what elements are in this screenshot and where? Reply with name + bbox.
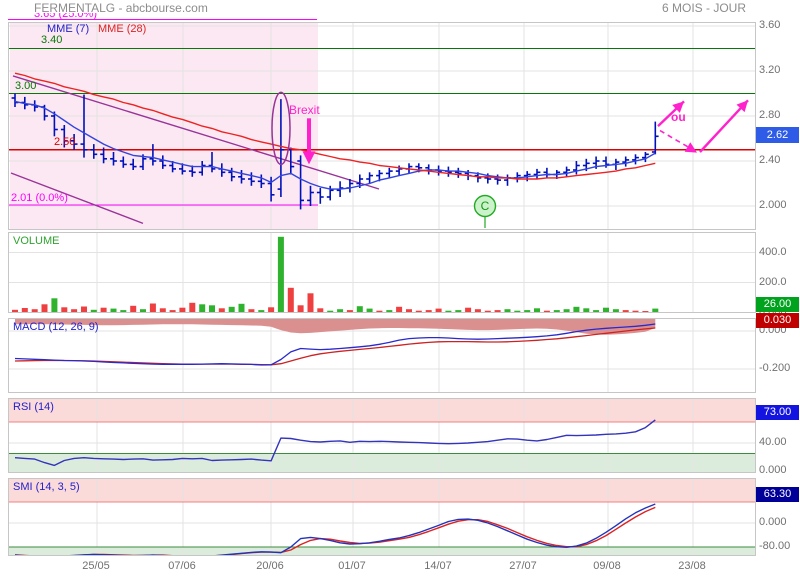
legend-mme7: MME (7): [47, 23, 90, 35]
last-price-box: 2.62: [756, 127, 799, 143]
volume-panel[interactable]: VOLUME: [8, 232, 756, 313]
date-label: 07/06: [168, 560, 196, 572]
price-axis-tick: 2.80: [759, 109, 781, 121]
price-axis-tick: 3.60: [759, 19, 781, 31]
level-label-3-00: 3.00: [15, 80, 37, 92]
smi-panel[interactable]: SMI (14, 3, 5): [8, 478, 756, 556]
volume-panel-title: VOLUME: [13, 235, 60, 247]
date-label: 23/08: [678, 560, 706, 572]
rsi-panel[interactable]: RSI (14): [8, 398, 756, 473]
price-axis-tick: 2.40: [759, 154, 781, 166]
rsi-axis-tick: 0.000: [759, 464, 787, 476]
volume-chart-canvas[interactable]: [9, 233, 755, 312]
period-label: 6 MOIS - JOUR: [661, 1, 746, 15]
fib-top-level-line: [8, 19, 317, 20]
smi-panel-title: SMI (14, 3, 5): [13, 481, 80, 493]
level-label-3-40: 3.40: [41, 34, 63, 46]
rsi-panel-title: RSI (14): [13, 401, 54, 413]
price-chart-canvas[interactable]: C: [9, 23, 755, 229]
macd-axis-tick: -0.200: [759, 362, 791, 374]
smi-axis-tick: -80.00: [759, 540, 791, 552]
smi-chart-canvas[interactable]: [9, 479, 755, 555]
smi-axis-tick: 0.000: [759, 516, 787, 528]
legend-mme28: MME (28): [98, 23, 147, 35]
date-label: 20/06: [256, 560, 284, 572]
date-label: 01/07: [338, 560, 366, 572]
page-title: FERMENTALG - abcbourse.com: [34, 1, 208, 15]
price-axis-tick: 2.000: [759, 199, 787, 211]
price-panel[interactable]: C MME (7) MME (28) 3.40 3.00 2.50 2.01 (…: [8, 22, 756, 230]
ou-annotation-label: ou: [671, 110, 686, 124]
fib-top-level-label: 3.65 (25.0%): [34, 13, 97, 20]
macd-panel-title: MACD (12, 26, 9): [13, 321, 99, 333]
macd-chart-canvas[interactable]: [9, 319, 755, 392]
rsi-chart-canvas[interactable]: [9, 399, 755, 472]
brexit-annotation-label: Brexit: [289, 103, 320, 117]
date-label: 27/07: [509, 560, 537, 572]
level-label-2-50: 2.50: [54, 136, 76, 148]
date-label: 25/05: [82, 560, 110, 572]
last-volume-box: 26.00: [756, 297, 799, 312]
last-rsi-box: 73.00: [756, 405, 799, 420]
fib-bottom-level-label: 2.01 (0.0%): [11, 192, 68, 204]
volume-axis-tick: 200.0: [759, 275, 787, 288]
last-macd-box: 0.030: [756, 313, 799, 328]
date-label: 09/08: [593, 560, 621, 572]
volume-axis-tick: 400.0: [759, 245, 787, 258]
macd-panel[interactable]: MACD (12, 26, 9): [8, 318, 756, 393]
svg-text:C: C: [481, 199, 490, 213]
price-axis-tick: 3.20: [759, 64, 781, 76]
date-label: 14/07: [424, 560, 452, 572]
last-smi-box: 63.30: [756, 487, 799, 502]
rsi-axis-tick: 40.00: [759, 436, 787, 448]
